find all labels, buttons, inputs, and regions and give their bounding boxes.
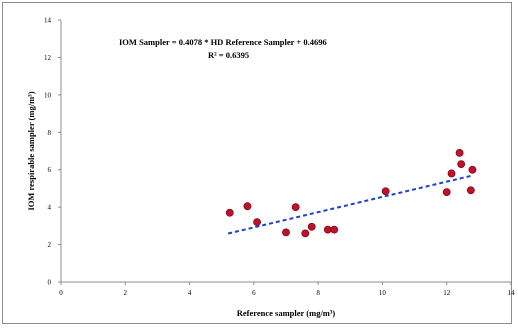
x-axis-title: Reference sampler (mg/m³) [237, 308, 336, 318]
data-point [468, 165, 477, 174]
data-point [225, 208, 234, 217]
data-point [323, 225, 332, 234]
x-tick-label: 2 [124, 289, 128, 297]
data-points [225, 148, 477, 238]
x-tick-label: 4 [188, 289, 192, 297]
data-point [243, 202, 252, 211]
data-point [282, 228, 290, 237]
trendline [227, 174, 473, 235]
data-point [442, 188, 451, 197]
data-point [307, 222, 316, 231]
y-tick-label: 0 [48, 279, 52, 287]
x-tick-label: 8 [316, 289, 320, 297]
x-tick-label: 0 [59, 289, 63, 297]
y-tick-label: 8 [48, 129, 52, 137]
x-axis-ticks: 0 2 4 6 8 10 12 14 [59, 282, 515, 297]
chart-frame [2, 2, 512, 324]
data-point [457, 160, 466, 168]
data-point [381, 187, 390, 196]
x-tick-label: 12 [443, 289, 451, 297]
data-point [253, 218, 261, 227]
y-tick-label: 4 [48, 204, 52, 212]
data-point [291, 203, 300, 212]
data-point [301, 229, 310, 238]
y-tick-label: 6 [48, 166, 52, 174]
regression-equation: IOM Sampler = 0.4078 * HD Reference Samp… [119, 37, 327, 47]
data-point [447, 169, 456, 178]
x-tick-label: 6 [252, 289, 256, 297]
y-axis-ticks: 0 2 4 6 8 10 12 14 [44, 17, 61, 287]
y-tick-label: 2 [48, 241, 52, 249]
y-axis-title: IOM respirable sampler (mg/m³) [26, 91, 36, 210]
y-tick-label: 12 [44, 54, 52, 62]
x-tick-label: 10 [379, 289, 387, 297]
data-point [466, 186, 475, 195]
r-squared-label: R² = 0.6395 [208, 50, 249, 60]
axes [60, 20, 511, 283]
y-tick-label: 14 [44, 17, 52, 25]
y-tick-label: 10 [44, 91, 52, 99]
x-tick-label: 14 [508, 289, 516, 297]
data-point [330, 225, 339, 234]
data-point [455, 148, 464, 157]
